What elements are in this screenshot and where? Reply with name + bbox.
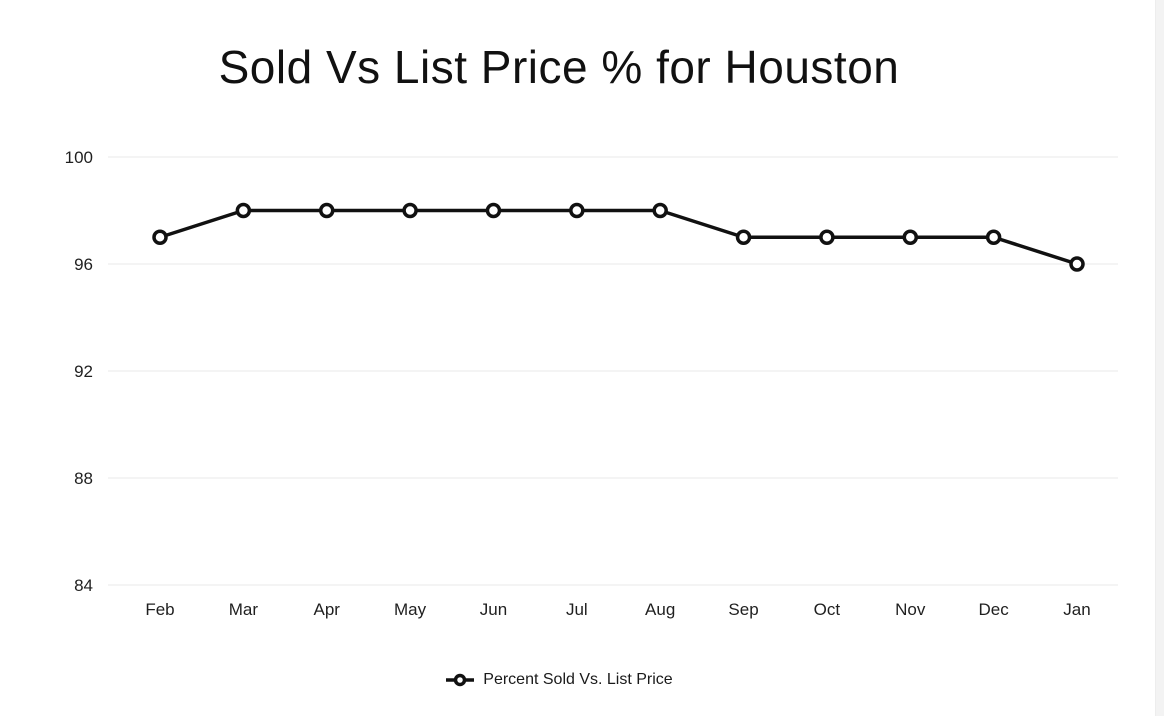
y-tick-label: 100	[65, 148, 93, 167]
data-point-marker[interactable]	[735, 229, 752, 245]
data-point-marker[interactable]	[819, 229, 835, 245]
x-tick-label: Oct	[814, 600, 841, 619]
legend-line-marker-icon	[446, 673, 475, 687]
legend: Percent Sold Vs. List Price	[0, 667, 1118, 693]
data-point-marker[interactable]	[1069, 256, 1085, 272]
data-point-marker[interactable]	[152, 229, 168, 245]
x-tick-label: Jun	[480, 600, 507, 619]
series-line	[158, 208, 1079, 266]
chart-title: Sold Vs List Price % for Houston	[218, 41, 900, 93]
x-tick-label: Aug	[645, 600, 675, 619]
data-point-marker[interactable]	[485, 202, 502, 219]
legend-label: Percent Sold Vs. List Price	[483, 671, 673, 688]
data-point-marker[interactable]	[569, 202, 585, 219]
data-point-marker[interactable]	[318, 202, 335, 219]
vertical-scrollbar-track[interactable]	[1155, 0, 1164, 716]
data-point-marker[interactable]	[235, 202, 252, 219]
x-tick-label: Nov	[895, 600, 926, 619]
data-point-marker[interactable]	[402, 202, 418, 219]
x-tick-label: Sep	[728, 600, 758, 619]
x-tick-label: May	[394, 600, 427, 619]
y-tick-label: 88	[74, 469, 93, 488]
data-point-marker[interactable]	[985, 229, 1002, 245]
y-tick-label: 92	[74, 362, 93, 381]
legend-item-percent-sold[interactable]: Percent Sold Vs. List Price	[445, 671, 673, 689]
x-tick-label: Jul	[566, 600, 588, 619]
x-tick-label: Apr	[313, 600, 340, 619]
x-tick-label: Mar	[229, 600, 259, 619]
x-tick-label: Dec	[979, 600, 1010, 619]
y-tick-label: 96	[74, 255, 93, 274]
x-tick-label: Feb	[145, 600, 174, 619]
data-point-marker[interactable]	[902, 229, 919, 245]
x-tick-label: Jan	[1063, 600, 1090, 619]
data-point-marker[interactable]	[652, 202, 668, 219]
y-tick-label: 84	[74, 576, 93, 595]
